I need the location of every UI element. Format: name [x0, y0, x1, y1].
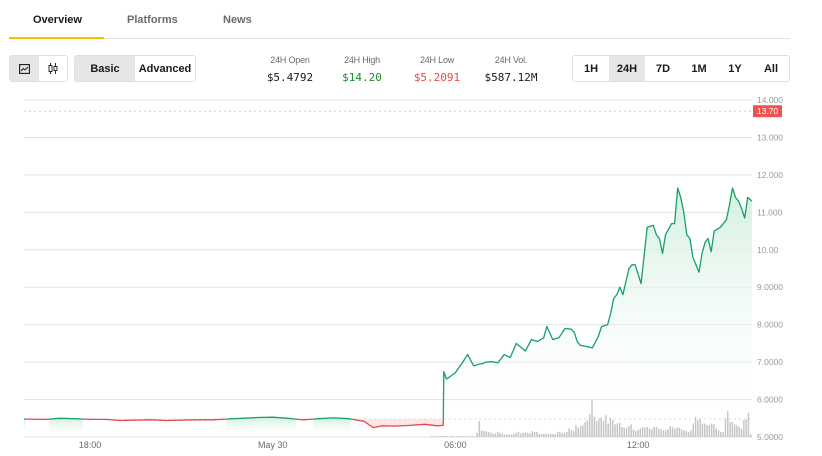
stat-value: $587.12M [484, 71, 538, 84]
stat-24h-low: 24H Low $5.2091 [397, 55, 477, 84]
stat-label: 24H Open [270, 55, 310, 65]
y-tick-label: 9.0000 [757, 282, 783, 292]
time-range-selector: 1H 24H 7D 1M 1Y All [572, 55, 790, 82]
y-tick-label: 8.0000 [757, 320, 783, 330]
candlestick-button[interactable] [39, 56, 68, 81]
range-24h-button[interactable]: 24H [609, 56, 645, 81]
y-tick-label: 14.000 [757, 95, 783, 105]
current-price-value: 13.70 [757, 106, 779, 116]
range-all-button[interactable]: All [763, 62, 779, 75]
price-line-up [442, 187, 753, 420]
price-line [23, 187, 753, 429]
price-line-up [312, 417, 352, 420]
stat-24h-high: 24H High $14.20 [322, 55, 402, 84]
volume-bar [437, 436, 439, 437]
price-line-down [82, 418, 227, 422]
chart-type-toggle [9, 55, 68, 82]
y-tick-label: 6.0000 [757, 395, 783, 405]
tab-news[interactable]: News [223, 14, 252, 26]
price-line-up [226, 416, 296, 420]
x-tick-label: 18:00 [79, 440, 102, 450]
y-tick-label: 10.00 [757, 245, 779, 255]
volume-bar [434, 436, 437, 437]
x-axis: 18:00 May 30 06:00 12:00 [79, 440, 650, 450]
stat-value: $14.20 [342, 71, 382, 84]
volume-bar [441, 435, 444, 437]
line-chart-button[interactable] [10, 56, 39, 81]
price-line-down [351, 418, 444, 429]
line-chart-icon [18, 63, 30, 74]
price-line-up [48, 417, 84, 420]
stat-value: $5.4792 [266, 71, 314, 84]
price-chart[interactable]: 14.000 13.000 12.000 11.000 10.00 9.0000 8.000… [0, 90, 822, 456]
view-mode-toggle: Basic Advanced [74, 55, 196, 82]
stat-label: 24H High [344, 55, 380, 65]
candlestick-icon [48, 63, 58, 74]
stat-label: 24H Low [419, 55, 455, 65]
price-area-fill [24, 188, 752, 437]
stat-value: $5.2091 [413, 71, 461, 84]
stat-24h-open: 24H Open $5.4792 [250, 55, 330, 84]
active-tab-indicator [9, 37, 104, 39]
y-tick-label: 5.0000 [757, 432, 783, 442]
tab-overview[interactable]: Overview [33, 14, 82, 26]
range-1h-button[interactable]: 1H [583, 62, 599, 75]
x-tick-label: 06:00 [444, 440, 467, 450]
x-tick-label: 12:00 [627, 440, 650, 450]
tab-platforms[interactable]: Platforms [127, 14, 178, 26]
y-tick-label: 7.0000 [757, 357, 783, 367]
volume-bar [430, 436, 432, 437]
volume-bar [432, 436, 435, 437]
tab-bar: Overview Platforms News [9, 0, 790, 39]
y-axis: 14.000 13.000 12.000 11.000 10.00 9.0000 8.000… [757, 95, 783, 442]
current-price-tag: 13.70 [753, 105, 782, 118]
y-tick-label: 11.000 [757, 207, 783, 217]
range-1m-button[interactable]: 1M [691, 62, 707, 75]
volume-bar [439, 436, 441, 437]
current-price-badge [753, 105, 782, 118]
y-tick-label: 13.000 [757, 132, 783, 142]
stat-label: 24H Vol. [494, 55, 528, 65]
range-7d-button[interactable]: 7D [655, 62, 671, 75]
stat-24h-volume: 24H Vol. $587.12M [471, 55, 551, 84]
price-line-down [295, 418, 313, 421]
range-1y-button[interactable]: 1Y [728, 62, 742, 75]
y-tick-label: 12.000 [757, 170, 783, 180]
x-tick-label: May 30 [258, 440, 288, 450]
advanced-button[interactable]: Advanced [138, 62, 192, 75]
basic-button[interactable]: Basic [75, 56, 135, 81]
